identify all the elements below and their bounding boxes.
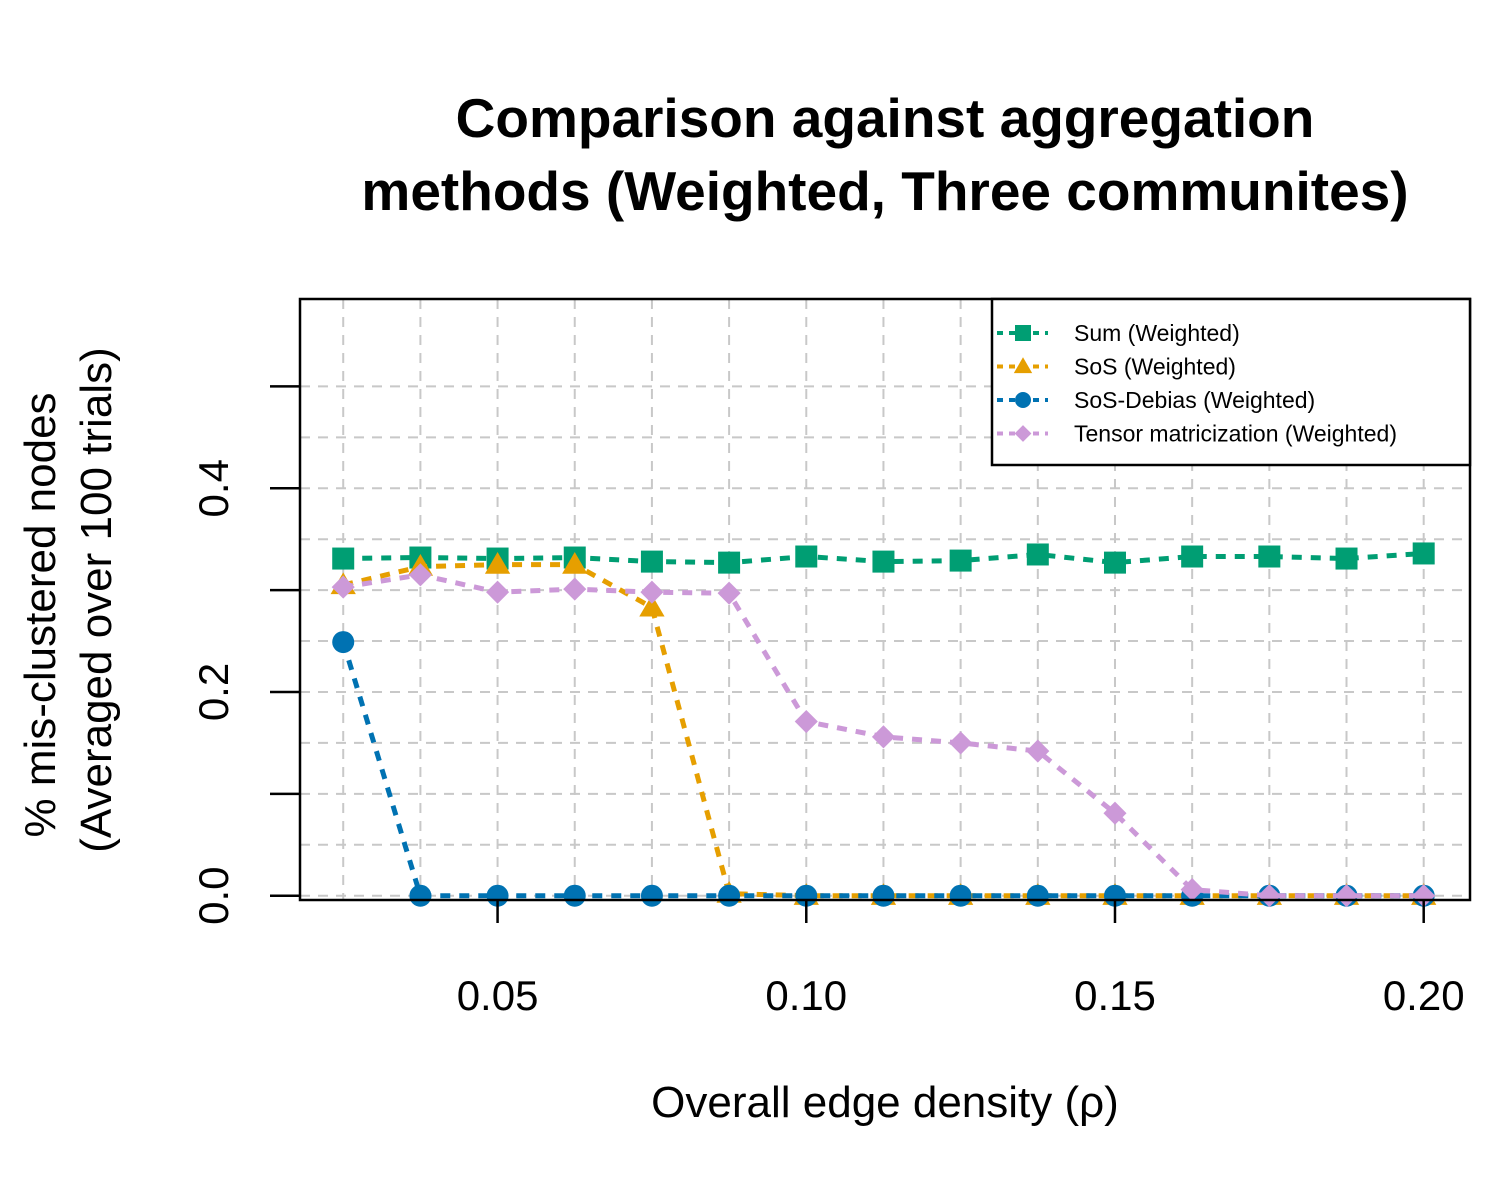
legend-item-2: SoS (Weighted) bbox=[997, 354, 1236, 380]
data-point-circle bbox=[640, 884, 663, 907]
data-point-square bbox=[1335, 547, 1358, 570]
data-point-circle bbox=[949, 884, 972, 907]
legend-label: Tensor matricization (Weighted) bbox=[1074, 421, 1397, 447]
data-point-square bbox=[1015, 325, 1031, 341]
data-point-square bbox=[1103, 551, 1126, 574]
x-axis-label: Overall edge density (ρ) bbox=[651, 1078, 1119, 1127]
chart-title-line-2: methods (Weighted, Three communites) bbox=[361, 160, 1408, 222]
y-tick-label: 0.0 bbox=[190, 867, 237, 925]
legend-item-3: SoS-Debias (Weighted) bbox=[997, 387, 1315, 413]
data-point-diamond bbox=[563, 577, 587, 601]
chart-title-line-1: Comparison against aggregation bbox=[456, 87, 1315, 149]
data-point-diamond bbox=[408, 563, 432, 587]
data-point-diamond bbox=[1180, 878, 1204, 902]
x-tick-label: 0.05 bbox=[457, 972, 539, 1019]
data-point-diamond bbox=[1334, 884, 1359, 908]
y-axis-label-line-2: (Averaged over 100 trials) bbox=[72, 347, 121, 852]
data-point-triangle bbox=[484, 552, 511, 574]
data-point-diamond bbox=[331, 575, 355, 599]
data-point-diamond bbox=[486, 580, 510, 604]
data-point-diamond bbox=[1412, 884, 1436, 908]
data-point-square bbox=[332, 547, 355, 570]
x-axis: 0.05 0.10 0.15 0.20 bbox=[457, 900, 1465, 1019]
data-point-diamond bbox=[717, 581, 741, 605]
data-point-square bbox=[1412, 542, 1435, 565]
data-point-square bbox=[795, 545, 818, 568]
data-point-circle bbox=[718, 884, 741, 907]
legend-item-4: Tensor matricization (Weighted) bbox=[997, 421, 1397, 447]
data-point-circle bbox=[1026, 884, 1049, 907]
series-4 bbox=[331, 563, 1436, 908]
data-point-square bbox=[1026, 543, 1049, 566]
x-tick-label: 0.20 bbox=[1383, 972, 1465, 1019]
data-point-circle bbox=[563, 884, 586, 907]
data-point-triangle bbox=[562, 552, 588, 574]
y-axis: 0.0 0.2 0.4 bbox=[190, 385, 300, 925]
y-axis-label-line-1: % mis-clustered nodes bbox=[16, 392, 65, 837]
data-point-square bbox=[640, 550, 663, 573]
data-point-square bbox=[949, 549, 972, 572]
y-tick-label: 0.4 bbox=[190, 459, 237, 517]
legend-label: SoS-Debias (Weighted) bbox=[1074, 387, 1315, 413]
data-point-diamond bbox=[1257, 884, 1281, 908]
legend: Sum (Weighted) SoS (Weighted) SoS-Debias (… bbox=[990, 297, 1472, 467]
data-point-square bbox=[1181, 545, 1204, 568]
legend-label: SoS (Weighted) bbox=[1074, 354, 1236, 380]
y-tick-label: 0.2 bbox=[190, 663, 237, 721]
data-point-circle bbox=[872, 884, 895, 907]
data-point-diamond bbox=[1103, 801, 1127, 825]
data-point-square bbox=[872, 550, 895, 573]
data-point-diamond bbox=[871, 725, 896, 749]
plot-frame bbox=[298, 297, 1472, 902]
data-point-triangle bbox=[1013, 357, 1033, 374]
legend-item-1: Sum (Weighted) bbox=[997, 320, 1240, 346]
data-point-circle bbox=[332, 631, 355, 654]
data-point-diamond bbox=[1026, 739, 1050, 763]
legend-box bbox=[990, 297, 1472, 467]
legend-label: Sum (Weighted) bbox=[1074, 320, 1240, 346]
data-point-diamond bbox=[640, 580, 664, 604]
x-tick-label: 0.10 bbox=[765, 972, 847, 1019]
data-point-square bbox=[1258, 545, 1281, 568]
data-point-diamond bbox=[1014, 425, 1032, 442]
data-point-diamond bbox=[949, 731, 973, 755]
data-point-triangle bbox=[639, 594, 665, 617]
data-point-circle bbox=[1015, 392, 1031, 408]
x-tick-label: 0.15 bbox=[1074, 972, 1156, 1019]
data-point-circle bbox=[409, 884, 432, 907]
data-point-square bbox=[718, 551, 741, 574]
series-layer bbox=[330, 542, 1437, 908]
data-point-diamond bbox=[794, 709, 818, 734]
